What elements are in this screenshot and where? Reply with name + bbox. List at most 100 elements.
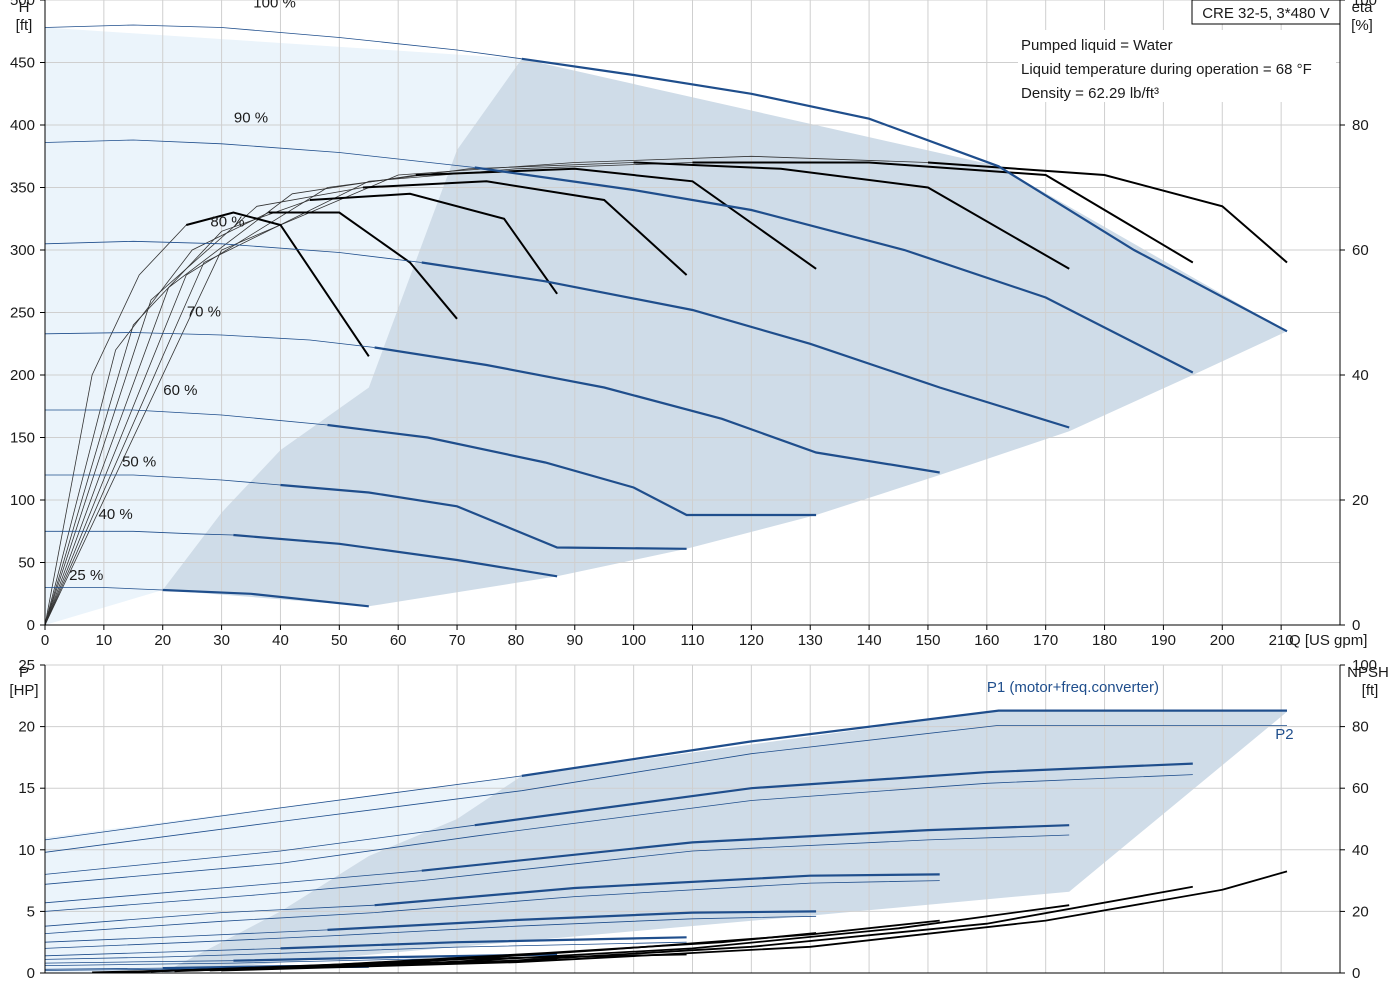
x-tick-label: 210 xyxy=(1269,632,1294,649)
p-tick-label: 0 xyxy=(27,965,35,982)
p1-curve-bold xyxy=(421,824,1070,872)
x-tick-label: 70 xyxy=(449,632,466,649)
x-tick-label: 100 xyxy=(621,632,646,649)
efficiency-curve-bold xyxy=(415,167,817,270)
efficiency-curve-bold xyxy=(268,211,458,320)
npsh-tick-label: 40 xyxy=(1352,842,1369,859)
info-line: Density = 62.29 lb/ft³ xyxy=(1021,85,1159,102)
x-tick-label: 10 xyxy=(96,632,113,649)
x-tick-label: 0 xyxy=(41,632,49,649)
y-tick-label: 100 xyxy=(10,492,35,509)
p2-curve xyxy=(44,941,687,960)
p-axis-label: P xyxy=(19,664,29,681)
y-tick-label: 500 xyxy=(10,0,35,9)
series-label: P1 (motor+freq.converter) xyxy=(987,679,1159,696)
x-tick-label: 90 xyxy=(566,632,583,649)
p1-curve-bold xyxy=(474,762,1193,827)
speed-label: 90 % xyxy=(234,110,268,127)
chart-title: CRE 32-5, 3*480 V xyxy=(1202,5,1330,22)
power-npsh-panel: 0 5 10 15 20 25 0 20 40 60 80 100 P[HP] NPSH[ft] P1 (m… xyxy=(9,657,1388,982)
p1-curve-thin xyxy=(44,824,475,875)
head-curve-bold xyxy=(233,533,558,578)
x-tick-label: 150 xyxy=(915,632,940,649)
p-tick-label: 20 xyxy=(18,719,35,736)
info-line: Liquid temperature during operation = 68… xyxy=(1021,61,1312,78)
head-curve-thin xyxy=(44,139,475,168)
x-tick-label: 170 xyxy=(1033,632,1058,649)
x-tick-label: 60 xyxy=(390,632,407,649)
p-tick-label: 5 xyxy=(27,903,35,920)
y-tick-label: 250 xyxy=(10,305,35,322)
efficiency-curve-bold xyxy=(186,211,370,357)
head-curve-thin xyxy=(44,332,375,348)
x-tick-label: 160 xyxy=(974,632,999,649)
p-tick-label: 25 xyxy=(18,657,35,674)
npsh-axis-unit: [ft] xyxy=(1362,682,1379,699)
x-axis-label: Q [US gpm] xyxy=(1289,632,1367,649)
p1-curve-thin xyxy=(44,904,375,927)
x-tick-label: 120 xyxy=(739,632,764,649)
eta-tick-label: 20 xyxy=(1352,492,1369,509)
efficiency-curve-bold xyxy=(692,161,1194,264)
p1-curve-bold xyxy=(327,910,817,931)
eta-tick-label: 100 xyxy=(1352,0,1377,9)
efficiency-curve-bold xyxy=(309,192,558,295)
efficiency-curve-bold xyxy=(362,180,688,276)
info-box xyxy=(1018,30,1336,102)
head-curve-bold xyxy=(162,588,369,608)
eta-tick-label: 60 xyxy=(1352,242,1369,259)
speed-label: 25 % xyxy=(69,567,103,584)
p1-curve-bold xyxy=(374,873,940,907)
speed-label: 50 % xyxy=(122,453,156,470)
eta-tick-label: 80 xyxy=(1352,117,1369,134)
p1-curve-thin xyxy=(44,967,163,970)
y-tick-label: 200 xyxy=(10,367,35,384)
head-curve-thin xyxy=(45,474,281,486)
y-axis-label: H xyxy=(19,0,30,16)
npsh-tick-label: 0 xyxy=(1352,965,1360,982)
speed-label: 70 % xyxy=(187,303,221,320)
series-label: P2 xyxy=(1275,726,1293,743)
head-curve-thin xyxy=(44,24,522,60)
x-tick-label: 40 xyxy=(272,632,289,649)
x-tick-label: 110 xyxy=(681,632,705,649)
efficiency-curve-bold xyxy=(927,161,1288,264)
y-tick-label: 350 xyxy=(10,180,35,197)
eta-tick-label: 0 xyxy=(1352,617,1360,634)
eta-tick-label: 40 xyxy=(1352,367,1369,384)
speed-label: 80 % xyxy=(210,213,244,230)
y-tick-label: 300 xyxy=(10,242,35,259)
info-line: Pumped liquid = Water xyxy=(1021,37,1173,54)
eta-axis-label: eta xyxy=(1352,0,1374,16)
x-tick-label: 190 xyxy=(1151,632,1176,649)
y-tick-label: 400 xyxy=(10,117,35,134)
p1-curve-bold xyxy=(521,709,1287,777)
npsh-axis-label: NPSH xyxy=(1347,664,1389,681)
p-tick-label: 15 xyxy=(18,780,35,797)
y-tick-label: 150 xyxy=(10,430,35,447)
eta-axis-unit: [%] xyxy=(1351,17,1373,34)
y-tick-label: 450 xyxy=(10,55,35,72)
y-tick-label: 50 xyxy=(18,555,35,572)
npsh-curve xyxy=(92,965,369,974)
p1-curve-thin xyxy=(44,929,328,943)
p-tick-label: 10 xyxy=(18,842,35,859)
p2-curve xyxy=(44,880,940,934)
npsh-tick-label: 80 xyxy=(1352,719,1369,736)
p1-curve-thin xyxy=(44,870,422,904)
x-tick-label: 20 xyxy=(154,632,171,649)
head-curve-bold xyxy=(521,57,1288,333)
npsh-tick-label: 60 xyxy=(1352,780,1369,797)
x-tick-label: 140 xyxy=(857,632,882,649)
p2-curve xyxy=(44,774,1193,885)
p2-curve xyxy=(44,725,1287,853)
x-tick-label: 50 xyxy=(331,632,348,649)
npsh-tick-label: 20 xyxy=(1352,903,1369,920)
head-curve-bold xyxy=(421,261,1070,429)
npsh-tick-label: 100 xyxy=(1352,657,1377,674)
x-tick-label: 80 xyxy=(508,632,525,649)
p1-curve-thin xyxy=(44,948,281,957)
head-curve-thin xyxy=(45,587,163,591)
operating-region xyxy=(162,58,1288,607)
